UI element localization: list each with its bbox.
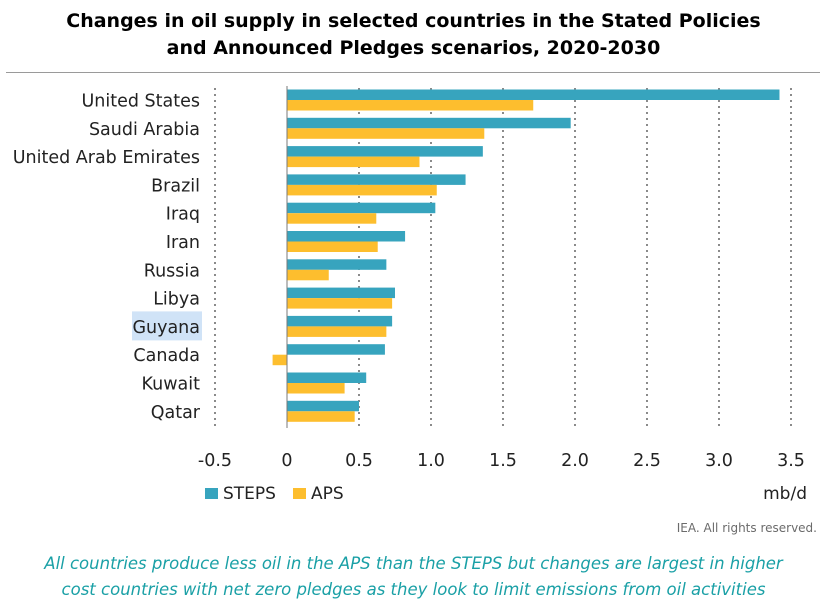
bar-steps (287, 344, 385, 355)
x-unit-label: mb/d (763, 484, 807, 504)
x-tick-label: 3.5 (777, 451, 805, 471)
legend-label-aps: APS (311, 484, 344, 504)
title-divider (6, 72, 820, 73)
x-tick-label: 0.5 (345, 451, 373, 471)
category-label: Saudi Arabia (89, 120, 200, 140)
bar-aps (287, 241, 378, 252)
chart-title-line-1: Changes in oil supply in selected countr… (66, 10, 761, 32)
bar-chart: United States Saudi Arabia United Arab Emi… (13, 86, 807, 504)
legend-swatch-steps (205, 488, 218, 499)
bar-aps (287, 298, 393, 309)
category-label: Canada (133, 346, 200, 366)
x-tick-label: 3.0 (705, 451, 733, 471)
bar-steps (287, 400, 359, 412)
x-tick-label: 2.5 (633, 451, 661, 471)
legend-label-steps: STEPS (223, 484, 276, 504)
bar-aps (287, 184, 437, 196)
bar-steps (287, 231, 406, 242)
bar-aps (272, 354, 287, 366)
bar-aps (287, 156, 420, 168)
category-label: Qatar (151, 403, 201, 423)
category-label: Libya (153, 290, 200, 310)
bar-steps (287, 202, 436, 214)
bar-aps (287, 411, 355, 422)
bar-steps (287, 89, 780, 100)
x-tick-label: 0 (281, 451, 292, 471)
credit-text: IEA. All rights reserved. (676, 521, 817, 535)
caption-line-1: All countries produce less oil in the AP… (44, 554, 783, 573)
bar-steps (287, 174, 466, 185)
x-tick-label: 1.5 (489, 451, 517, 471)
x-tick-label: -0.5 (198, 451, 232, 471)
category-label: United Arab Emirates (13, 148, 200, 168)
chart-caption: All countries produce less oil in the AP… (0, 551, 827, 603)
bar-steps (287, 259, 387, 270)
category-label: Iran (166, 233, 200, 253)
bar-aps (287, 326, 387, 337)
category-label: Guyana (132, 318, 200, 338)
category-label: Russia (144, 261, 200, 281)
category-label: Brazil (151, 176, 200, 196)
category-highlight (132, 311, 202, 341)
chart-title: Changes in oil supply in selected countr… (0, 8, 827, 62)
bar-steps (287, 146, 483, 157)
x-tick-label: 1.0 (417, 451, 445, 471)
caption-line-2: cost countries with net zero pledges as … (61, 580, 766, 599)
bar-aps (287, 100, 534, 111)
category-label: Iraq (166, 205, 200, 225)
chart-title-line-2: and Announced Pledges scenarios, 2020-20… (166, 37, 661, 59)
bar-aps (287, 213, 377, 224)
bar-steps (287, 117, 571, 129)
bar-aps (287, 128, 485, 139)
bar-steps (287, 372, 367, 383)
category-label: United States (81, 92, 200, 112)
bar-aps (287, 269, 329, 281)
category-label: Kuwait (142, 375, 201, 395)
legend-swatch-aps (293, 488, 306, 499)
x-tick-label: 2.0 (561, 451, 589, 471)
bar-steps (287, 315, 393, 327)
bar-steps (287, 287, 395, 299)
bar-aps (287, 383, 345, 394)
